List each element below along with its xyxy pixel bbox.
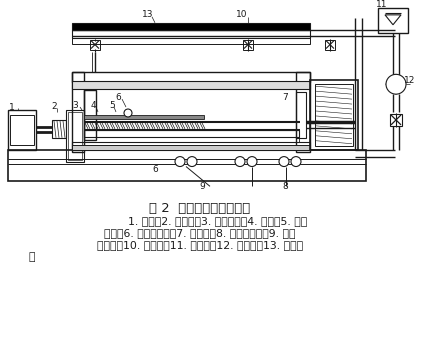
Bar bbox=[72, 72, 84, 152]
Polygon shape bbox=[385, 15, 401, 25]
Bar bbox=[72, 142, 310, 149]
Circle shape bbox=[279, 157, 289, 166]
Circle shape bbox=[187, 157, 197, 166]
Bar bbox=[66, 110, 84, 162]
Text: 12: 12 bbox=[404, 76, 416, 85]
Text: 1: 1 bbox=[9, 102, 15, 112]
Circle shape bbox=[247, 157, 257, 166]
Text: 2: 2 bbox=[51, 102, 57, 111]
Bar bbox=[325, 40, 335, 49]
Bar bbox=[296, 72, 310, 152]
Bar bbox=[72, 30, 310, 38]
Bar bbox=[8, 110, 36, 149]
Circle shape bbox=[124, 109, 132, 117]
Bar bbox=[378, 8, 408, 33]
Bar bbox=[296, 92, 306, 138]
Bar bbox=[72, 38, 310, 44]
Bar bbox=[52, 120, 66, 138]
Bar bbox=[72, 145, 310, 149]
Bar bbox=[68, 112, 82, 160]
Circle shape bbox=[175, 157, 185, 166]
Circle shape bbox=[291, 157, 301, 166]
Bar bbox=[84, 130, 299, 137]
Text: 9: 9 bbox=[199, 182, 205, 191]
Bar bbox=[390, 114, 402, 126]
Polygon shape bbox=[386, 74, 406, 94]
Bar bbox=[72, 72, 310, 82]
Text: 3: 3 bbox=[72, 101, 78, 109]
Text: 构: 构 bbox=[28, 252, 34, 262]
Bar bbox=[84, 90, 96, 140]
Text: 4: 4 bbox=[90, 101, 96, 109]
Text: 图 2  动态校准装置结构图: 图 2 动态校准装置结构图 bbox=[150, 202, 251, 215]
Bar bbox=[10, 115, 34, 145]
Bar bbox=[310, 80, 358, 149]
Bar bbox=[243, 40, 253, 49]
Text: 11: 11 bbox=[376, 0, 388, 9]
Circle shape bbox=[386, 74, 406, 94]
Text: 7: 7 bbox=[282, 93, 288, 102]
Bar bbox=[84, 137, 299, 142]
Bar bbox=[90, 40, 100, 49]
Bar bbox=[8, 149, 366, 181]
Bar bbox=[72, 23, 310, 30]
Text: 1. 电机；2. 联轴器；3. 滚珠丝杠；4. 光栏；5. 滚珠: 1. 电机；2. 联轴器；3. 滚珠丝杠；4. 光栏；5. 滚珠 bbox=[128, 216, 308, 226]
Text: 13: 13 bbox=[142, 11, 154, 19]
Text: 10: 10 bbox=[236, 11, 248, 19]
Text: 导轨；6. 温度传感器；7. 计量缸；8. 压力传感器；9. 压力: 导轨；6. 温度传感器；7. 计量缸；8. 压力传感器；9. 压力 bbox=[104, 228, 296, 238]
Circle shape bbox=[235, 157, 245, 166]
Text: 6: 6 bbox=[115, 93, 121, 102]
Text: 5: 5 bbox=[109, 101, 115, 109]
Bar bbox=[72, 81, 310, 89]
Text: 8: 8 bbox=[282, 182, 288, 191]
Bar bbox=[315, 84, 353, 146]
Text: 继电器；10. 流量计；11. 储油罐；12. 过滤器；13. 顶针机: 继电器；10. 流量计；11. 储油罐；12. 过滤器；13. 顶针机 bbox=[97, 240, 303, 250]
Bar bbox=[84, 115, 204, 119]
Text: 6: 6 bbox=[152, 165, 158, 174]
